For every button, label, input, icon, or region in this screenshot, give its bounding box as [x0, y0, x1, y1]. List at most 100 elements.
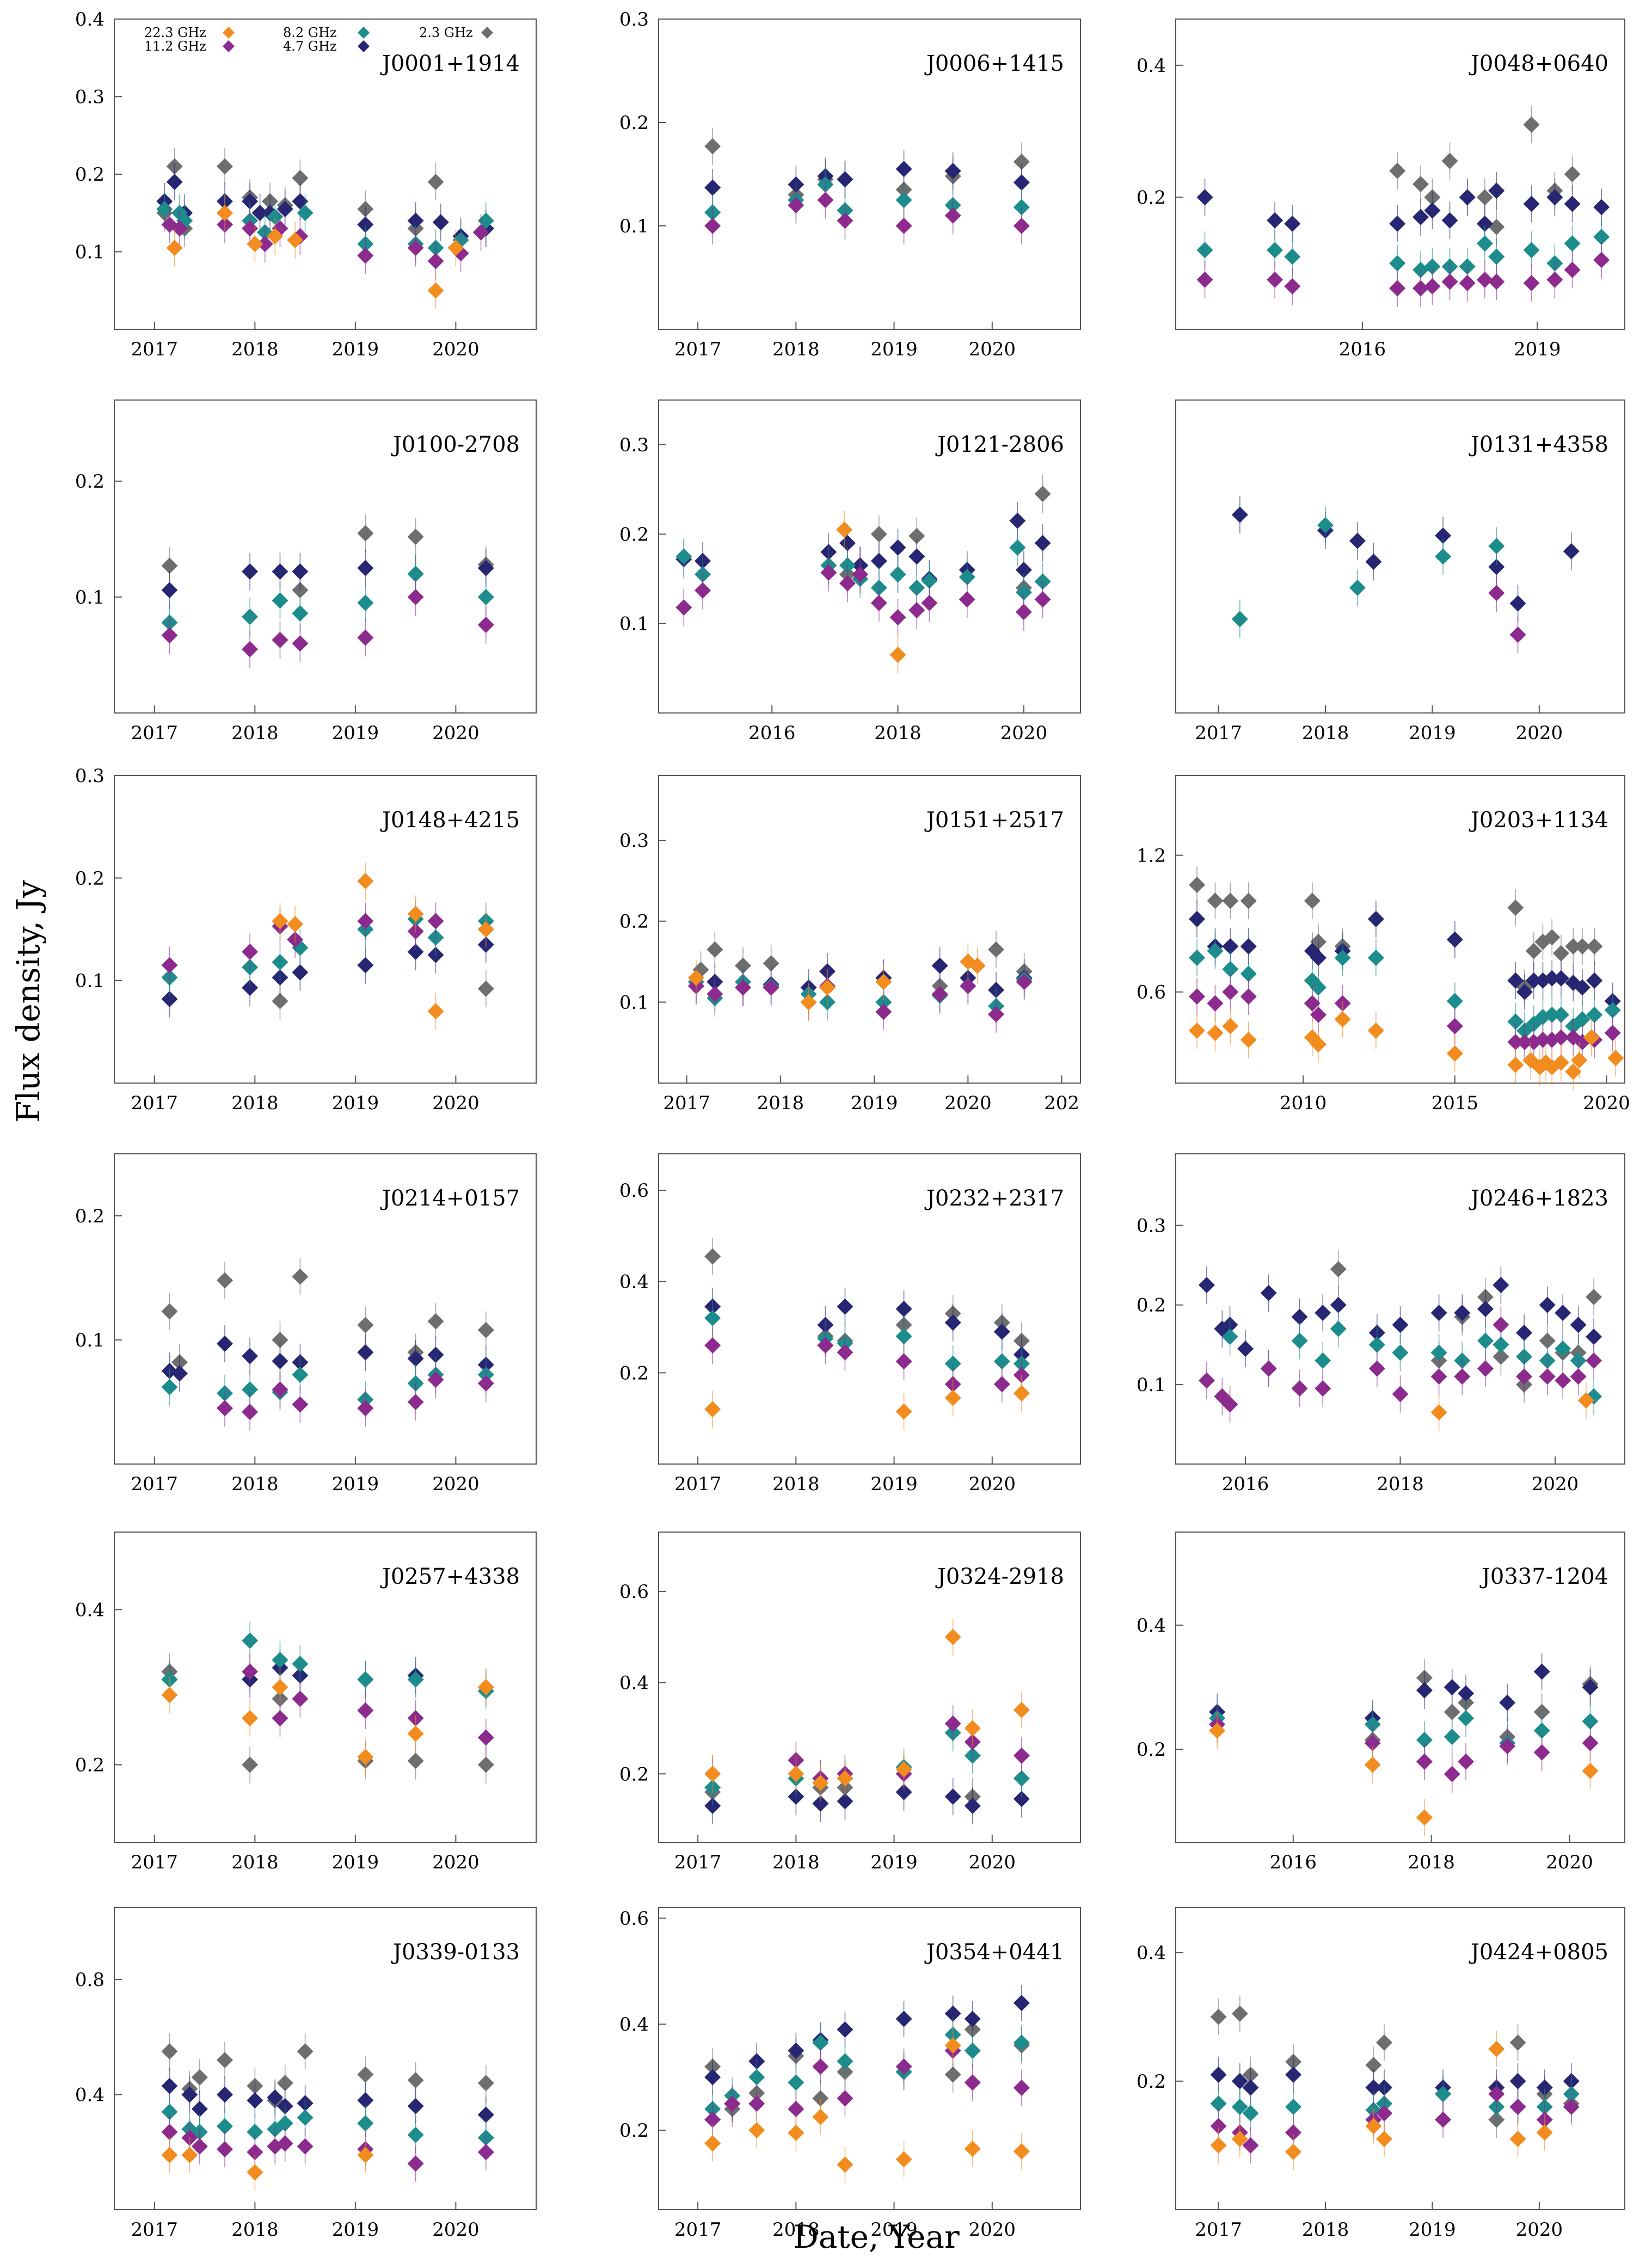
data-point — [1267, 272, 1283, 288]
panel-frame — [658, 1153, 1081, 1465]
data-point — [836, 521, 853, 538]
legend-marker — [223, 27, 235, 39]
panel-J0203+1134: 2010 2015 2020 0.6 1.2 J0203+1134 — [1137, 775, 1630, 1114]
data-point — [820, 564, 837, 581]
data-point — [161, 2104, 178, 2120]
data-point — [1237, 1340, 1254, 1357]
data-point — [161, 957, 178, 974]
data-point — [694, 582, 711, 599]
data-point — [1240, 1031, 1257, 1048]
data-point — [1198, 1372, 1215, 1389]
x-tick-label: 2019 — [870, 2219, 918, 2241]
legend-label: 11.2 GHz — [144, 39, 206, 54]
data-point — [964, 2042, 981, 2059]
data-point — [1189, 988, 1206, 1005]
y-tick-label: 0.1 — [75, 587, 105, 608]
data-point — [1582, 1713, 1599, 1730]
data-point — [247, 236, 263, 253]
data-point — [704, 2135, 721, 2152]
panel-J0151+2517: 2017 2018 2019 2020 202 0.1 0.2 0.3 J0151+2517 — [619, 775, 1081, 1114]
data-point — [292, 635, 309, 652]
data-point — [889, 566, 906, 583]
data-point — [1523, 275, 1540, 292]
data-point — [1459, 275, 1476, 292]
data-point — [875, 1004, 892, 1020]
x-tick-label: 2018 — [874, 722, 922, 744]
x-tick-label: 2019 — [1514, 339, 1561, 360]
data-point — [357, 1671, 374, 1688]
data-point — [839, 534, 856, 551]
data-point — [1364, 1735, 1381, 1751]
data-point — [687, 969, 704, 986]
data-point — [242, 608, 259, 625]
data-point — [1015, 584, 1032, 601]
data-point — [1435, 2086, 1452, 2102]
x-tick-label: 2018 — [1377, 1473, 1424, 1495]
data-point — [748, 2121, 765, 2138]
data-point — [964, 1720, 981, 1737]
data-point — [1507, 1056, 1524, 1073]
data-point — [191, 2138, 208, 2155]
data-point — [272, 631, 288, 648]
x-tick-label: 2020 — [432, 1852, 480, 1873]
data-point — [837, 2156, 853, 2173]
data-point — [1552, 945, 1569, 962]
data-point — [1389, 162, 1406, 179]
data-point — [1563, 2099, 1580, 2116]
data-point — [812, 2108, 829, 2125]
x-tick-label: 2016 — [1222, 1473, 1269, 1495]
data-point — [1546, 189, 1563, 206]
data-point — [247, 2124, 263, 2141]
x-tick-label: 2018 — [231, 339, 279, 360]
x-tick-label: 2020 — [1000, 722, 1048, 744]
x-tick-label: 2017 — [131, 2219, 179, 2241]
data-point — [216, 1335, 233, 1352]
panel-frame — [1175, 399, 1625, 714]
figure-xlabel: Date, Year — [793, 2218, 960, 2255]
y-tick-label: 0.2 — [619, 2120, 649, 2142]
y-tick-label: 0.3 — [619, 434, 649, 456]
x-tick-label: 202 — [1044, 1092, 1079, 1114]
data-point — [1413, 176, 1429, 193]
panel-title: J0131+4358 — [1469, 432, 1608, 457]
data-point — [837, 1770, 853, 1787]
data-point — [1536, 2124, 1553, 2141]
data-point — [1365, 554, 1382, 570]
data-point — [1509, 2073, 1526, 2089]
panel-title: J0006+1415 — [924, 51, 1064, 76]
x-tick-label: 2020 — [432, 339, 480, 360]
data-point — [817, 1337, 834, 1354]
data-point — [921, 572, 938, 589]
data-point — [1604, 1002, 1621, 1019]
data-point — [944, 1788, 961, 1805]
data-point — [447, 239, 464, 256]
panel-frame — [1175, 1907, 1625, 2210]
data-point — [1574, 1011, 1590, 1028]
data-point — [1392, 1344, 1409, 1361]
data-point — [216, 1272, 233, 1289]
y-tick-label: 0.2 — [1137, 187, 1166, 208]
data-point — [1476, 189, 1493, 206]
data-point — [1240, 966, 1257, 982]
data-point — [1593, 229, 1610, 245]
x-tick-label: 2017 — [1195, 2219, 1242, 2241]
data-point — [267, 208, 284, 225]
data-point — [407, 589, 424, 606]
panel-title: J0100-2708 — [391, 432, 520, 457]
data-point — [1392, 1386, 1409, 1403]
data-point — [988, 1006, 1004, 1023]
data-point — [297, 2138, 314, 2155]
y-tick-label: 0.1 — [619, 216, 649, 237]
panel-frame — [1175, 1532, 1625, 1843]
data-point — [704, 1401, 721, 1418]
data-point — [895, 192, 912, 208]
x-tick-label: 2020 — [1546, 1852, 1593, 1873]
data-point — [988, 941, 1004, 958]
data-point — [993, 1353, 1010, 1370]
data-point — [357, 247, 374, 264]
data-point — [156, 201, 173, 218]
panel-J0121-2806: 2016 2018 2020 0.1 0.2 0.3 J0121-2806 — [619, 399, 1081, 744]
panel-title: J0203+1134 — [1469, 808, 1608, 833]
data-point — [161, 1379, 178, 1395]
panel-J0257+4338: 2017 2018 2019 2020 0.2 0.4 J0257+4338 — [75, 1532, 537, 1873]
